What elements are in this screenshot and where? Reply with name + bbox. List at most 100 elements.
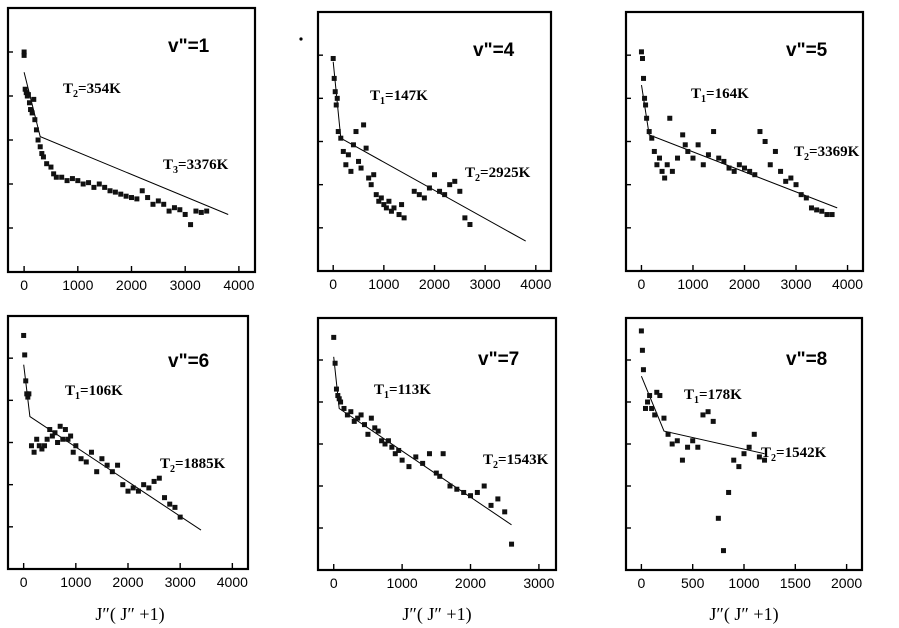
x-tick-label: 4000 <box>223 277 254 293</box>
data-point <box>641 76 646 81</box>
data-point <box>341 406 346 411</box>
data-point <box>150 202 155 207</box>
data-point <box>716 156 721 161</box>
data-point <box>71 450 76 455</box>
data-point <box>413 454 418 459</box>
data-point <box>657 156 662 161</box>
data-point <box>819 209 824 214</box>
x-tick-label: 0 <box>329 276 337 292</box>
data-point <box>752 432 757 437</box>
data-point <box>711 419 716 424</box>
data-point <box>167 502 172 507</box>
data-point <box>747 169 752 174</box>
plot-frame <box>8 8 255 272</box>
plot-frame <box>8 316 248 569</box>
temperature-value: =1542K <box>776 445 827 461</box>
data-point <box>146 485 151 490</box>
data-point <box>683 142 688 147</box>
data-point <box>105 463 110 468</box>
x-tick-label: 2000 <box>419 276 450 292</box>
data-point <box>22 352 27 357</box>
data-point <box>452 179 457 184</box>
data-point <box>396 448 401 453</box>
data-point <box>670 442 675 447</box>
data-point <box>177 207 182 212</box>
x-tick-label: 2000 <box>112 574 143 590</box>
data-point <box>447 484 452 489</box>
x-tick-label: 1000 <box>387 575 418 591</box>
data-point <box>55 440 60 445</box>
data-point <box>794 182 799 187</box>
data-point <box>371 172 376 177</box>
temperature-symbol: T <box>794 144 804 160</box>
temperature-symbol: T <box>163 157 173 173</box>
x-tick-label: 1000 <box>368 276 399 292</box>
data-point <box>178 515 183 520</box>
data-point <box>437 189 442 194</box>
data-point <box>63 427 68 432</box>
plot-frame <box>626 12 863 271</box>
data-point <box>706 152 711 157</box>
data-point <box>742 451 747 456</box>
data-point <box>353 129 358 134</box>
data-point <box>652 412 657 417</box>
temperature-value: =178K <box>699 387 742 403</box>
data-point <box>657 393 662 398</box>
x-tick-label: 4000 <box>832 276 863 292</box>
data-point <box>75 178 80 183</box>
data-point <box>376 429 381 434</box>
data-point <box>640 348 645 353</box>
temperature-annotation: T1=113K <box>374 382 431 401</box>
data-point <box>412 189 417 194</box>
data-point <box>335 96 340 101</box>
data-point <box>140 188 145 193</box>
temperature-value: =147K <box>385 88 428 104</box>
plot-frame <box>318 12 551 271</box>
data-point <box>768 162 773 167</box>
temperature-annotation: T1=106K <box>65 383 123 402</box>
data-point <box>60 437 65 442</box>
data-point <box>661 416 666 421</box>
data-point <box>680 458 685 463</box>
data-point <box>645 400 650 405</box>
data-point <box>427 451 432 456</box>
data-point <box>30 110 35 115</box>
data-point <box>495 496 500 501</box>
data-point <box>188 222 193 227</box>
temperature-value: =354K <box>78 81 121 97</box>
x-tick-label: 4000 <box>217 574 248 590</box>
data-point <box>468 493 473 498</box>
panel-5: 0 1000 2000 3000v"=7T1=113KT2=1543KJ″( J″ +… <box>318 318 556 625</box>
data-point <box>152 479 157 484</box>
temperature-value: =2925K <box>480 165 531 181</box>
data-point <box>21 333 26 338</box>
temperature-value: =1543K <box>498 452 549 468</box>
data-point <box>417 192 422 197</box>
data-point <box>462 215 467 220</box>
x-tick-label: 2000 <box>831 575 862 591</box>
temperature-symbol: T <box>691 86 701 102</box>
data-point <box>778 169 783 174</box>
x-tick-label: 3000 <box>523 575 554 591</box>
data-point <box>391 205 396 210</box>
data-point <box>172 205 177 210</box>
data-point <box>814 207 819 212</box>
data-point <box>830 212 835 217</box>
data-point <box>334 387 339 392</box>
data-point <box>359 166 364 171</box>
data-point <box>361 122 366 127</box>
data-point <box>348 169 353 174</box>
temperature-value: =3369K <box>809 144 860 160</box>
data-point <box>38 144 43 149</box>
data-point <box>369 416 374 421</box>
data-point <box>113 190 118 195</box>
data-point <box>115 463 120 468</box>
data-point <box>386 438 391 443</box>
data-point <box>400 458 405 463</box>
data-point <box>65 178 70 183</box>
temperature-annotation: T1=147K <box>370 88 428 107</box>
data-point <box>47 427 52 432</box>
data-point <box>643 406 648 411</box>
